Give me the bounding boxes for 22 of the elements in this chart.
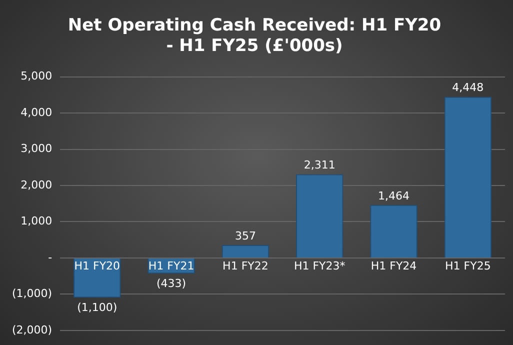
data-label: (1,100) <box>77 301 118 314</box>
x-tick-label: H1 FY20 <box>74 259 120 272</box>
y-tick-label: 4,000 <box>20 106 52 119</box>
data-label: 1,464 <box>378 189 410 202</box>
x-tick-label: H1 FY22 <box>222 259 268 272</box>
x-tick-label: H1 FY21 <box>148 259 194 272</box>
text: - H1 FY25 (£'000s) <box>166 36 343 56</box>
y-tick-label: 1,000 <box>20 214 52 228</box>
x-tick-label: H1 FY25 <box>445 259 491 272</box>
y-tick-label: (2,000) <box>12 323 52 336</box>
y-tick-label: 2,000 <box>20 178 52 192</box>
y-tick-label: - <box>48 250 52 264</box>
y-tick-label: (1,000) <box>12 287 52 300</box>
data-label: 4,448 <box>452 81 484 94</box>
y-tick-label: 5,000 <box>20 70 52 83</box>
x-tick-label: H1 FY24 <box>370 259 417 272</box>
y-tick-label: 3,000 <box>20 142 52 156</box>
data-label: 357 <box>234 229 256 242</box>
text: Net Operating Cash Received: H1 FY20 <box>68 16 442 36</box>
data-label: (433) <box>156 276 186 290</box>
x-tick-label: H1 FY23* <box>294 259 346 272</box>
data-label: 2,311 <box>304 158 336 172</box>
